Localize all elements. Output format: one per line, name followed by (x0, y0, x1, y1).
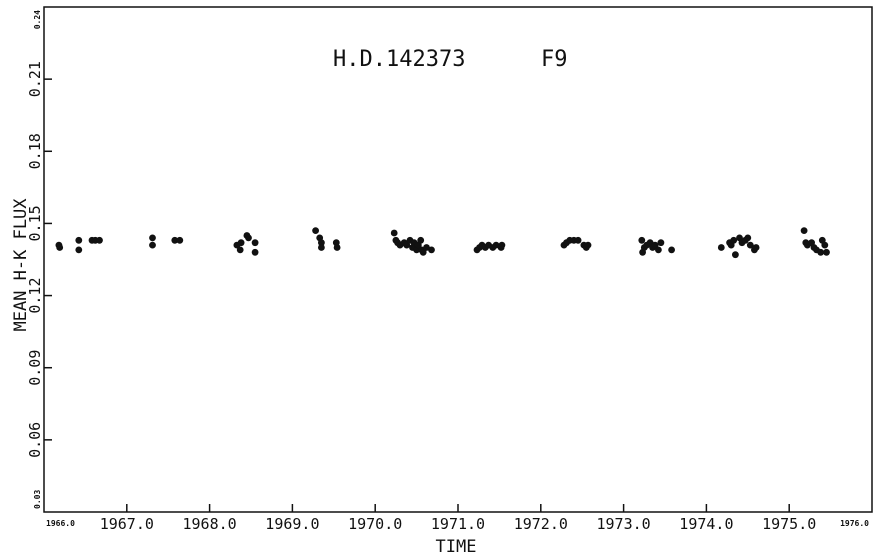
x-tick-label: 1975.0 (762, 515, 816, 533)
x-tick-label: 1971.0 (431, 515, 485, 533)
y-tick-label: 0.03 (33, 490, 42, 509)
x-tick-label: 1968.0 (183, 515, 237, 533)
data-point (821, 241, 829, 249)
x-axis-title: TIME (436, 537, 477, 557)
data-point (237, 239, 245, 247)
data-point (800, 227, 808, 235)
data-point (730, 236, 738, 244)
x-tick-label: 1974.0 (679, 515, 733, 533)
data-point (417, 236, 425, 244)
data-point (251, 248, 259, 256)
data-point (655, 246, 662, 254)
data-point (251, 239, 259, 247)
data-point (428, 246, 435, 254)
y-tick-label: 0.12 (26, 278, 44, 314)
data-point (823, 248, 830, 256)
data-point (498, 241, 506, 249)
x-tick-label: 1967.0 (100, 515, 154, 533)
x-axis: 1966.0 1967.0 1968.0 1969.0 1970.0 1971.0 1972… (46, 504, 869, 533)
data-point (56, 244, 64, 251)
y-axis-title: MEAN H-K FLUX (11, 198, 31, 332)
x-tick-label: 1970.0 (348, 515, 402, 533)
chart-title: H.D.142373 (333, 47, 465, 72)
data-point (657, 239, 665, 247)
data-point (403, 241, 411, 249)
data-point (149, 241, 156, 249)
data-point (817, 248, 825, 256)
data-point (176, 236, 184, 244)
data-point (651, 241, 659, 249)
chart-title-suffix: F9 (541, 47, 568, 72)
data-point (96, 236, 103, 244)
x-tick-label: 1973.0 (597, 515, 651, 533)
y-tick-label: 0.15 (26, 205, 44, 241)
data-point (732, 251, 739, 259)
x-tick-label: 1966.0 (46, 519, 75, 528)
data-point (75, 236, 83, 244)
data-point (333, 244, 341, 251)
data-points (55, 227, 830, 259)
data-point (171, 236, 179, 244)
data-point (668, 246, 675, 254)
x-tick-label: 1969.0 (265, 515, 319, 533)
data-point (717, 244, 725, 251)
plot-frame (43, 6, 873, 513)
data-point (318, 239, 325, 247)
y-tick-label: 0.18 (26, 133, 44, 169)
data-point (318, 244, 325, 251)
data-point (149, 234, 156, 242)
y-tick-label: 0.09 (26, 350, 44, 386)
data-point (236, 246, 244, 254)
data-point (744, 234, 752, 242)
y-tick-label: 0.24 (33, 10, 42, 29)
y-tick-label: 0.06 (26, 422, 44, 458)
data-point (746, 241, 754, 249)
data-point (75, 246, 83, 254)
data-point (574, 236, 582, 244)
y-axis: 0.03 0.06 0.09 0.12 0.15 0.18 0.21 0.24 (26, 10, 52, 509)
x-tick-label: 1976.0 (840, 519, 869, 528)
data-point (245, 234, 252, 242)
data-point (390, 229, 398, 237)
data-point (584, 241, 592, 249)
data-point (752, 244, 760, 251)
y-tick-label: 0.21 (26, 61, 44, 97)
x-tick-label: 1972.0 (514, 515, 568, 533)
data-point (638, 236, 646, 244)
data-point (419, 248, 427, 256)
data-point (312, 227, 319, 235)
